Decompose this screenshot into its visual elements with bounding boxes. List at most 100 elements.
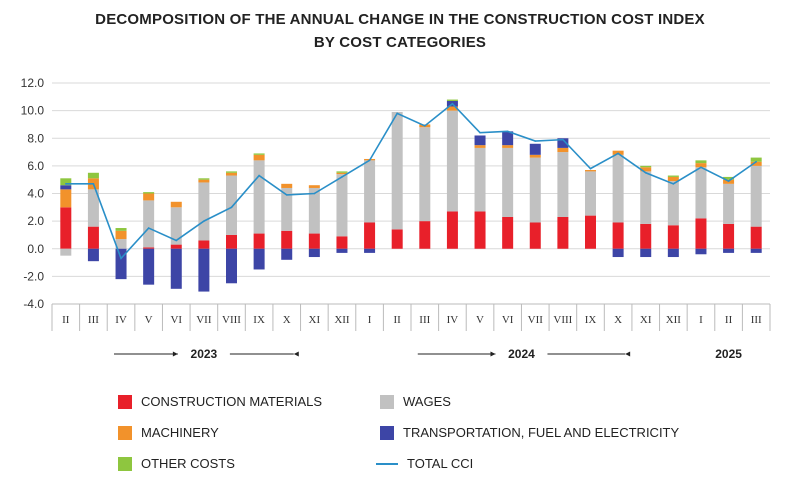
legend-label-total-cci: TOTAL CCI	[407, 456, 474, 471]
y-tick-label: 8.0	[27, 131, 44, 145]
bar-4-2	[115, 228, 127, 231]
x-tick-label: III	[751, 314, 762, 326]
total-cci-point-21	[644, 171, 647, 174]
legend-item-machinery: MACHINERY	[118, 425, 219, 440]
bar-0-10	[336, 236, 348, 249]
total-cci-point-23	[700, 166, 702, 169]
x-tick-label: VIII	[553, 314, 572, 326]
legend-swatch-total-cci	[376, 462, 398, 465]
bar-3-4	[170, 248, 182, 289]
legend-item-construction-materials: CONSTRUCTION MATERIALS	[118, 394, 322, 409]
chart-title: DECOMPOSITION OF THE ANNUAL CHANGE IN TH…	[0, 8, 800, 54]
bar-2-8	[281, 183, 293, 188]
bar-2-18	[557, 147, 569, 153]
legend-label-other-costs: OTHER COSTS	[141, 456, 235, 471]
bar-3-22	[667, 248, 679, 258]
x-tick-label: IX	[253, 314, 265, 326]
x-tick-label: VIII	[222, 314, 241, 326]
bar-1-16	[502, 147, 514, 217]
bar-1-18	[557, 152, 569, 217]
legend-label-machinery: MACHINERY	[141, 425, 219, 440]
bar-3-17	[529, 143, 541, 155]
total-cci-point-7	[258, 174, 260, 177]
bar-0-9	[308, 233, 320, 249]
x-tick-label: VII	[528, 314, 544, 326]
bar-4-6	[226, 171, 237, 173]
bar-2-9	[308, 185, 320, 188]
bar-2-15	[474, 145, 486, 148]
total-cci-point-4	[175, 239, 178, 242]
total-cci-point-16	[506, 130, 509, 133]
bar-2-22	[667, 176, 679, 182]
bar-0-16	[502, 216, 514, 249]
chart-title-line-2: BY COST CATEGORIES	[313, 34, 487, 51]
x-tick-label: XI	[309, 314, 321, 326]
bar-0-23	[695, 218, 707, 249]
x-tick-label: V	[145, 314, 153, 326]
bar-0-21	[640, 223, 652, 249]
year-label: 2025	[715, 347, 742, 361]
bar-1-1	[87, 189, 99, 227]
bar-2-17	[529, 154, 541, 158]
total-cci-point-17	[534, 140, 537, 142]
bar-0-6	[226, 234, 237, 249]
x-tick-label: VI	[502, 314, 514, 326]
y-tick-label: 6.0	[27, 159, 44, 173]
bar-1-13	[419, 127, 431, 222]
bar-2-6	[226, 172, 237, 176]
legend-swatch-wages	[380, 394, 394, 409]
total-cci-point-25	[755, 160, 757, 163]
bar-2-25	[750, 161, 762, 166]
bar-4-10	[336, 171, 348, 173]
bar-0-0	[60, 207, 72, 249]
x-tick-label: II	[394, 314, 402, 326]
legend-swatch-transportation	[380, 425, 394, 440]
total-cci-point-0	[65, 183, 67, 185]
y-tick-label: -4.0	[23, 297, 44, 311]
bar-0-11	[364, 222, 376, 249]
x-tick-label: X	[614, 314, 622, 326]
legend-swatch-machinery	[118, 425, 132, 440]
bar-4-0	[60, 178, 72, 186]
total-cci-point-2	[120, 257, 122, 260]
chart-title-line-1: DECOMPOSITION OF THE ANNUAL CHANGE IN TH…	[95, 11, 705, 28]
bar-3-2	[115, 248, 127, 280]
total-cci-point-11	[368, 159, 371, 162]
legend-item-wages: WAGES	[380, 394, 451, 409]
x-tick-label: III	[88, 314, 99, 326]
bar-3-3	[143, 248, 155, 285]
bar-0-7	[253, 233, 265, 249]
total-cci-point-18	[562, 138, 564, 141]
total-cci-point-24	[727, 180, 730, 182]
total-cci-point-15	[479, 131, 481, 134]
x-tick-label: XII	[666, 314, 682, 326]
bar-4-3	[143, 192, 155, 194]
bar-0-25	[750, 226, 762, 249]
year-arrowhead	[625, 351, 631, 357]
total-cci-line	[65, 102, 757, 260]
bar-4-21	[640, 165, 652, 168]
bar-3-1	[87, 248, 99, 262]
bar-1-9	[308, 187, 320, 234]
bar-0-17	[529, 222, 541, 249]
bar-2-5	[198, 179, 210, 183]
bar-1-6	[226, 175, 237, 235]
y-tick-label: 0.0	[27, 242, 44, 256]
bar-1-3	[143, 200, 155, 248]
bar-3-8	[281, 248, 293, 260]
bar-0-13	[419, 221, 431, 249]
y-tick-label: 12.0	[21, 76, 45, 90]
bar-4-7	[253, 153, 265, 155]
bar-0-14	[446, 211, 458, 249]
total-cci-point-19	[589, 167, 592, 170]
x-tick-label: X	[283, 314, 291, 326]
total-cci-point-5	[203, 220, 205, 222]
year-label: 2024	[508, 347, 535, 361]
bar-0-8	[281, 230, 293, 249]
x-tick-label: XI	[640, 314, 652, 326]
bar-3-11	[364, 248, 376, 253]
bar-0-1	[87, 226, 99, 249]
bar-3-9	[308, 248, 320, 258]
bar-3-20	[612, 248, 624, 258]
bar-0-15	[474, 211, 486, 249]
